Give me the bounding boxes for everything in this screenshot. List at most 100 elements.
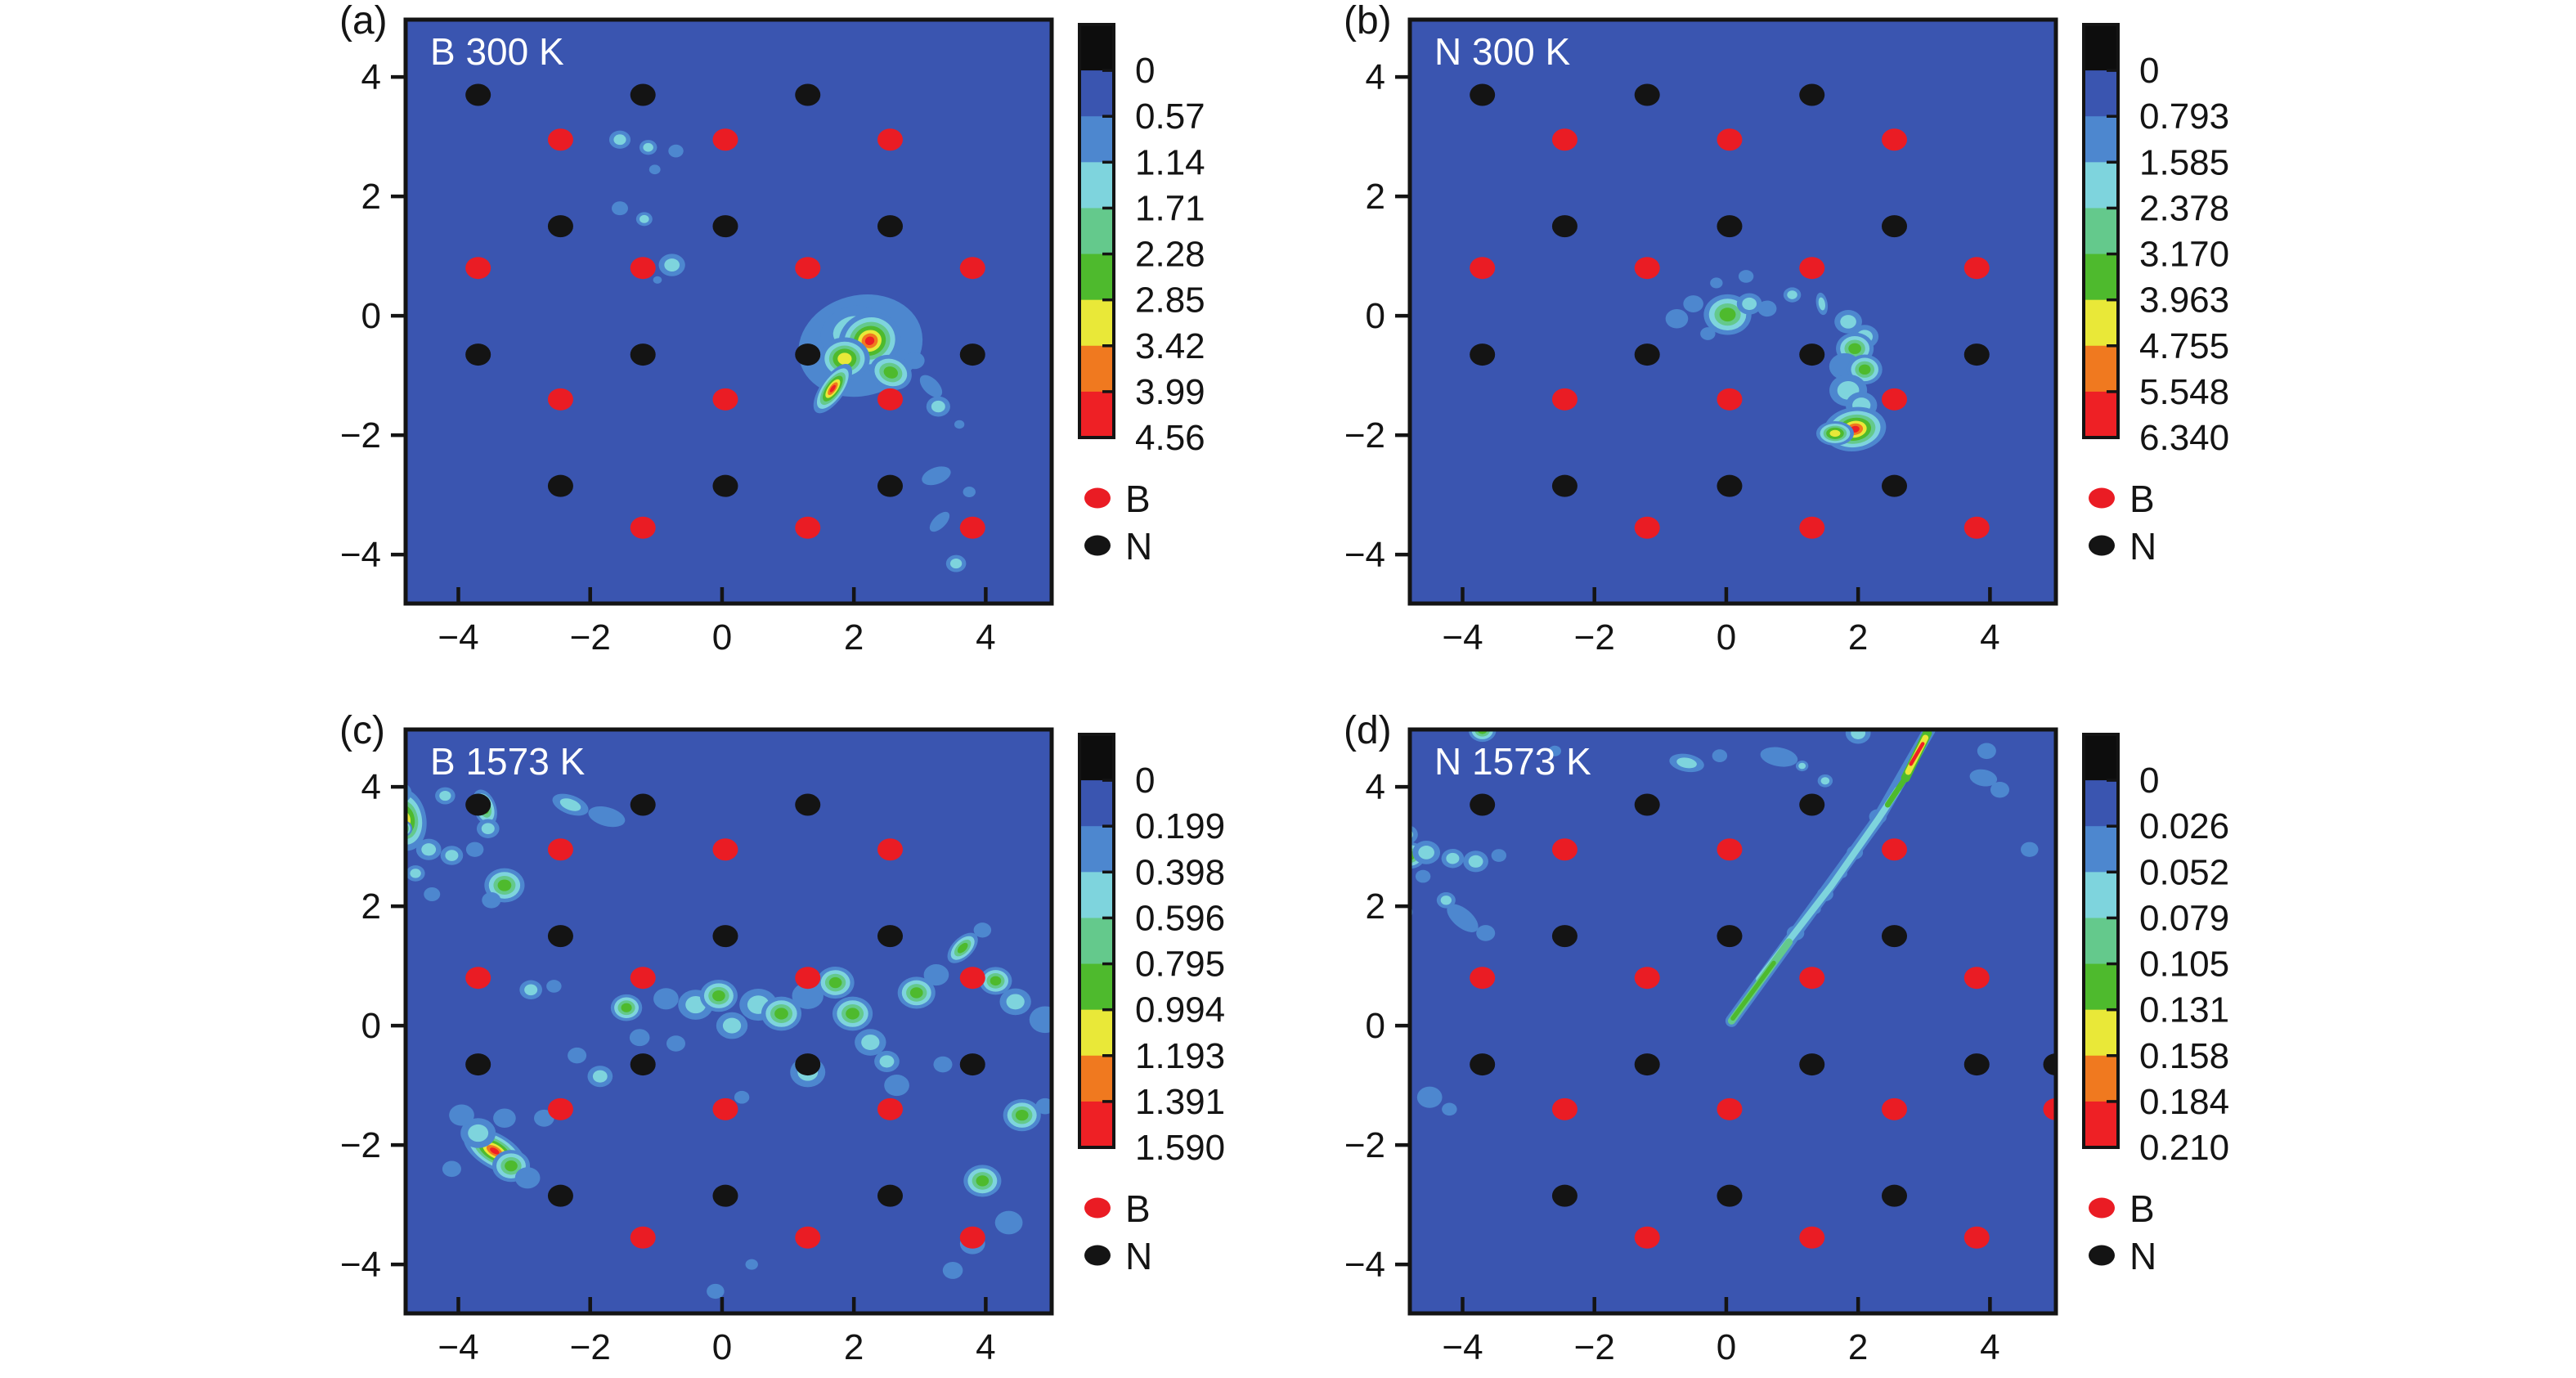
contour-blob: [559, 798, 581, 811]
contour-blob: [1491, 849, 1507, 862]
colorbar-label: 0.596: [1135, 898, 1225, 938]
legend-B-dot: [1084, 1197, 1111, 1219]
atom-N-dot: [1882, 1184, 1907, 1207]
y-axis-tick-label: −2: [1344, 415, 1385, 456]
atom-N-dot: [1551, 215, 1577, 238]
atom-N-dot: [1634, 343, 1660, 366]
colorbar-label: 0: [1135, 51, 1155, 91]
colorbar-segment: [2084, 391, 2118, 438]
colorbar-segment: [1079, 734, 1114, 781]
contour-blob: [613, 134, 626, 146]
atom-B-dot: [1551, 128, 1577, 151]
atom-B-dot: [630, 257, 656, 280]
atom-N-dot: [712, 1184, 738, 1207]
plot-border: [403, 17, 1054, 606]
atom-B-dot: [547, 1097, 573, 1120]
contour-blob: [1416, 1086, 1443, 1108]
contour-blob: [1700, 327, 1716, 340]
contour-blob: [973, 922, 992, 938]
atom-B-dot: [465, 257, 491, 280]
atom-N-dot: [795, 793, 821, 816]
plot-title-b: N 300 K: [1434, 30, 1571, 73]
panel-d-plot: −4 −2 0 2 4 4 2 0 −2 −4: [1344, 727, 2058, 1367]
legend-label-B: B: [1125, 478, 1151, 520]
atom-B-dot: [877, 838, 903, 861]
colorbar-segment: [2084, 25, 2118, 71]
atom-N-dot: [795, 83, 821, 106]
colorbar-label: 1.391: [1135, 1082, 1225, 1122]
atom-B-dot: [959, 257, 985, 280]
colorbar-label: 6.340: [2139, 418, 2229, 458]
atom-B-dot: [630, 967, 656, 990]
atom-B-dot: [795, 257, 821, 280]
contour-blob: [621, 1003, 632, 1012]
atom-N-dot: [630, 83, 656, 106]
x-axis-tick-label: 4: [976, 617, 995, 658]
colorbar-segment: [2084, 918, 2118, 965]
legend-label-B: B: [1125, 1187, 1151, 1230]
colorbar-segment: [2084, 826, 2118, 873]
atom-B-dot: [547, 838, 573, 861]
contour-blob: [1840, 315, 1856, 329]
contour-blob: [1757, 300, 1777, 317]
contour-blob: [1418, 846, 1434, 860]
contour-blob: [864, 336, 875, 346]
contour-blob: [468, 1124, 489, 1142]
atom-B-dot: [1799, 257, 1825, 280]
contour-blob: [648, 164, 661, 175]
y-axis-tick-label: 2: [1366, 177, 1385, 217]
colorbar-label: 3.963: [2139, 281, 2229, 321]
contour-blob: [568, 1047, 587, 1064]
atom-B-dot: [630, 516, 656, 539]
contour-blob: [1818, 297, 1826, 311]
colorbar-segment: [2084, 208, 2118, 255]
contour-blob: [1829, 429, 1841, 438]
contour-blob: [1851, 729, 1866, 739]
colorbar-segment: [2084, 345, 2118, 393]
colorbar-label: 0.052: [2139, 852, 2229, 892]
colorbar-segment: [1079, 162, 1114, 209]
contour-blob: [884, 1075, 909, 1097]
colorbar-segment: [1079, 1101, 1114, 1148]
colorbar-label: 2.85: [1135, 281, 1205, 321]
colorbar-segment: [1079, 70, 1114, 117]
colorbar-segment: [1079, 345, 1114, 393]
contour-streak: [1730, 960, 1776, 1021]
x-axis-tick-label: 2: [1848, 617, 1868, 658]
contour-blob: [421, 843, 437, 856]
legend-N-dot: [1084, 1245, 1111, 1266]
colorbar-segment: [1079, 826, 1114, 873]
contour-blob: [883, 366, 898, 379]
atom-N-dot: [1717, 925, 1743, 948]
contour-blob: [490, 1147, 500, 1155]
y-axis-tick-label: 2: [361, 886, 381, 927]
atom-N-dot: [1963, 343, 1990, 366]
atom-N-dot: [877, 1184, 903, 1207]
atom-B-dot: [712, 128, 738, 151]
contour-blob: [1476, 925, 1496, 941]
atom-N-dot: [465, 793, 491, 816]
colorbar-label: 1.193: [1135, 1036, 1225, 1076]
legend-label-N: N: [1125, 1235, 1153, 1277]
contour-blob: [954, 420, 965, 429]
atom-N-dot: [1882, 474, 1907, 497]
panel-a-plot: −4 −2 0 2 4 4 2 0 −2 −4: [340, 17, 1054, 658]
contour-blob: [1738, 270, 1754, 283]
atom-N-dot: [1963, 1053, 1990, 1076]
contour-blob: [1665, 309, 1689, 329]
colorbar-label: 0.795: [1135, 945, 1225, 985]
legend-B-dot: [2089, 487, 2115, 509]
colorbar-label: 1.585: [2139, 142, 2229, 182]
atom-B-dot: [630, 1226, 656, 1249]
plot-title-c: B 1573 K: [430, 740, 586, 783]
atom-N-dot: [1882, 925, 1907, 948]
y-axis-tick-label: −4: [1344, 535, 1385, 575]
contour-blob: [505, 1160, 518, 1172]
atom-N-dot: [959, 1053, 985, 1076]
atom-N-dot: [1551, 474, 1577, 497]
x-axis-tick-label: 4: [1980, 1327, 1999, 1367]
contour-blob: [861, 1035, 880, 1051]
contour-blob: [2021, 842, 2039, 857]
colorbar-segment: [1079, 780, 1114, 827]
